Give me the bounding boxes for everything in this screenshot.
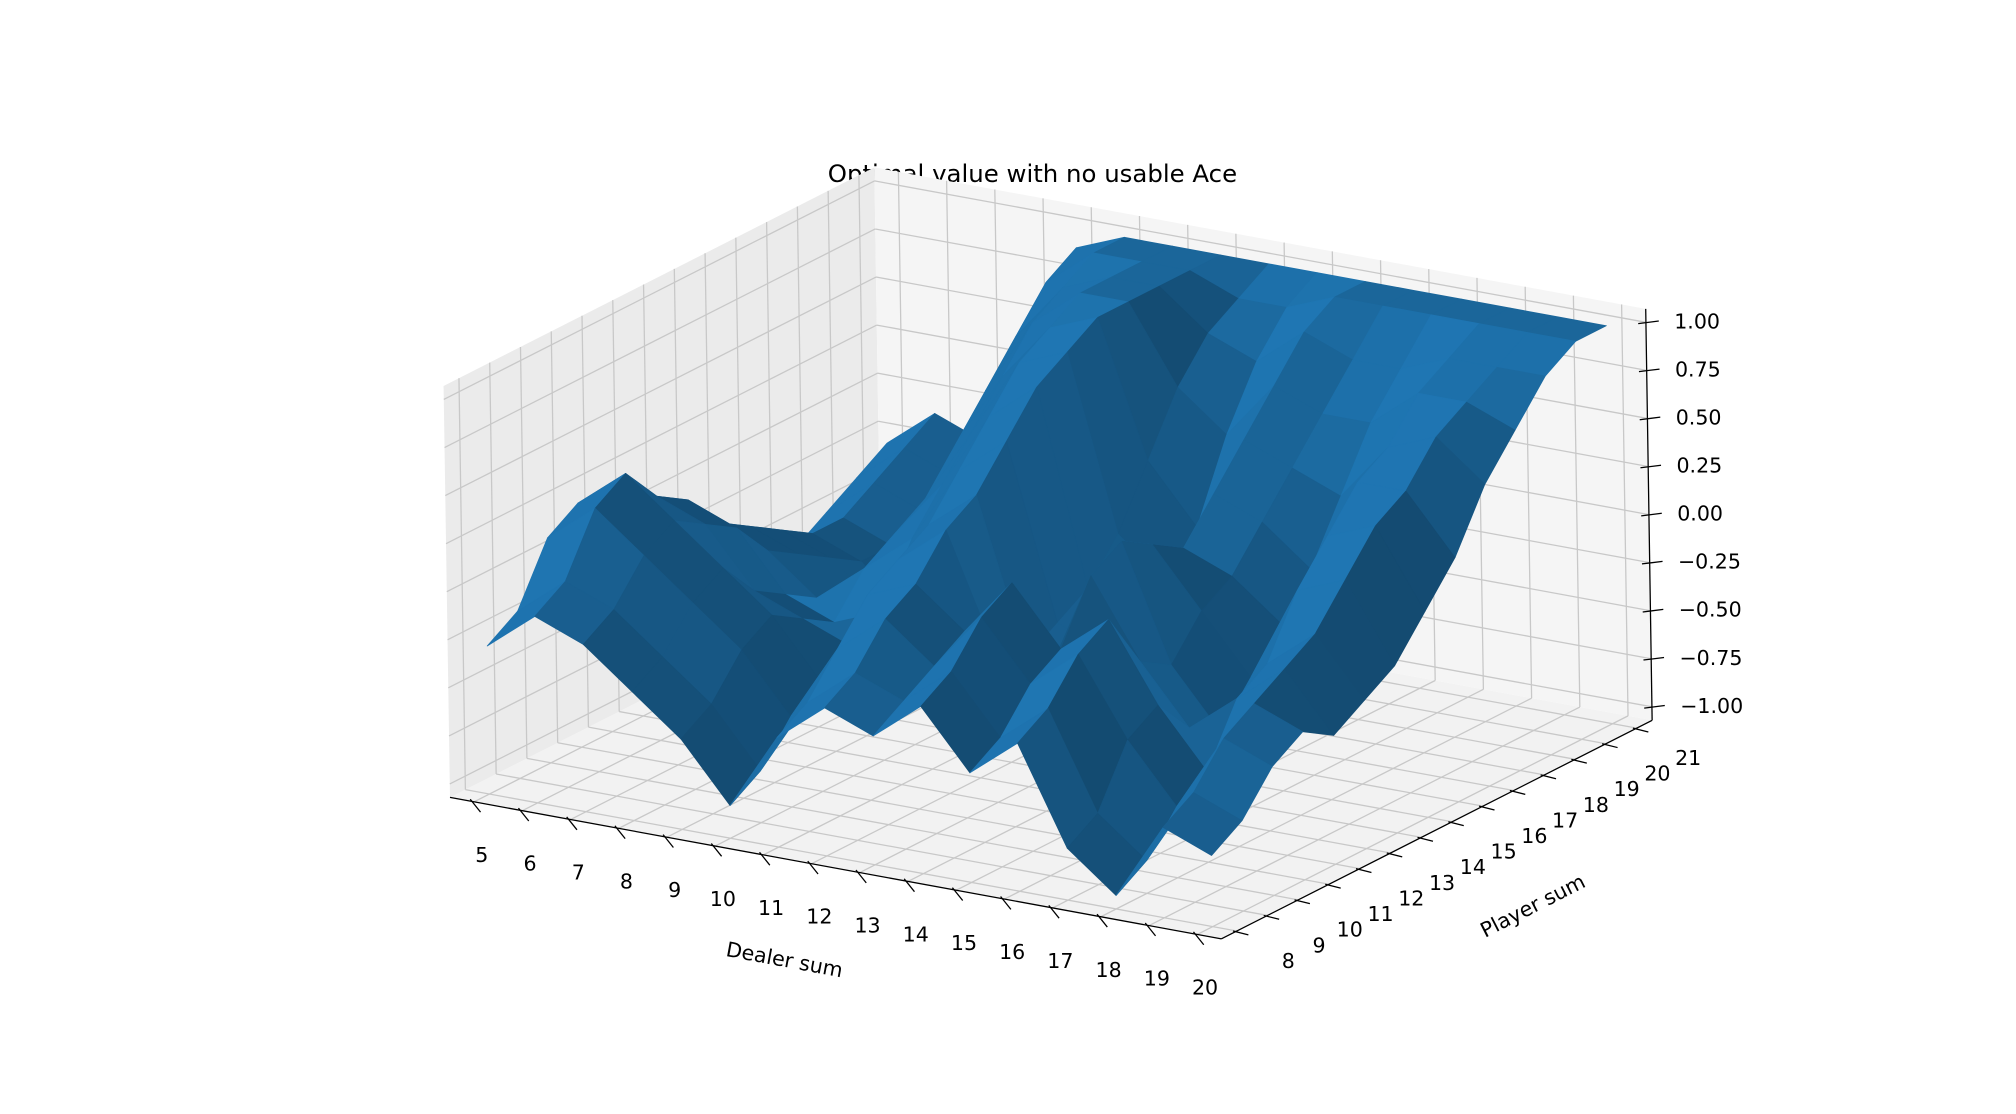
z-tick-label: 0.75 <box>1675 357 1721 381</box>
x-tick-label: 10 <box>710 887 736 911</box>
y-tick-label: 21 <box>1675 746 1701 770</box>
z-tick <box>1639 416 1661 421</box>
y-tick-label: 19 <box>1614 777 1640 801</box>
z-tick <box>1643 656 1665 661</box>
z-tick-label: −1.00 <box>1680 694 1743 718</box>
z-tick-label: −0.50 <box>1679 598 1742 622</box>
axis-line <box>449 796 1222 940</box>
grid-line <box>444 228 876 449</box>
grid-line <box>526 757 1299 901</box>
x-tick-label: 5 <box>475 843 488 867</box>
x-tick-label: 17 <box>1047 949 1073 973</box>
x-tick-label: 12 <box>806 905 832 929</box>
z-tick <box>1638 320 1659 325</box>
y-tick-label: 15 <box>1491 840 1517 864</box>
z-tick-label: 0.00 <box>1677 502 1723 526</box>
y-tick-label: 11 <box>1367 902 1393 926</box>
z-tick-label: −0.25 <box>1678 550 1741 574</box>
grid-line <box>465 788 1237 932</box>
surface-face <box>1162 792 1243 856</box>
grid-line <box>1197 715 1629 936</box>
y-tick-label: 8 <box>1282 949 1295 973</box>
grid-line <box>443 180 875 401</box>
grid-line <box>1100 697 1532 918</box>
axis-line <box>1221 719 1653 940</box>
y-tick-label: 12 <box>1398 886 1424 910</box>
grid-line <box>444 276 877 497</box>
y-tick-label: 18 <box>1583 793 1609 817</box>
x-tick-label: 16 <box>999 940 1025 964</box>
grid-line <box>1148 706 1581 927</box>
grid-line <box>445 324 878 545</box>
z-tick-label: 1.00 <box>1674 309 1720 333</box>
y-tick-label: 9 <box>1312 933 1325 957</box>
y-tick-label: 10 <box>1337 918 1363 942</box>
x-tick-label: 8 <box>620 869 633 893</box>
y-tick-label: 20 <box>1644 762 1670 786</box>
z-tick <box>1640 464 1662 469</box>
x-tick-label: 14 <box>903 922 929 946</box>
x-tick-label: 9 <box>668 878 681 902</box>
x-tick-label: 19 <box>1144 967 1170 991</box>
z-tick <box>1641 512 1662 517</box>
grid-line <box>496 773 1268 917</box>
x-axis-label: Dealer sum <box>724 937 845 982</box>
x-tick-label: 18 <box>1096 958 1122 982</box>
z-tick <box>1644 704 1665 709</box>
z-tick <box>1638 368 1660 373</box>
x-tick-label: 13 <box>854 914 880 938</box>
y-tick-label: 14 <box>1460 855 1486 879</box>
z-tick-label: 0.50 <box>1676 405 1722 429</box>
grid-line <box>446 372 878 593</box>
x-tick-label: 20 <box>1192 975 1218 999</box>
z-tick <box>1641 560 1663 565</box>
x-tick-label: 6 <box>523 852 536 876</box>
y-axis-label: Player sum <box>1476 869 1589 942</box>
grid-line <box>874 180 1647 323</box>
grid-line <box>557 742 1330 885</box>
axis-line <box>1645 308 1653 721</box>
y-tick-label: 16 <box>1521 824 1547 848</box>
x-tick-label: 7 <box>572 861 585 885</box>
z-tick-label: −0.75 <box>1679 646 1742 670</box>
x-tick-label: 15 <box>951 931 977 955</box>
y-tick-label: 17 <box>1552 808 1578 832</box>
z-tick <box>1642 608 1664 613</box>
z-tick-label: 0.25 <box>1676 454 1722 478</box>
y-tick-label: 13 <box>1429 871 1455 895</box>
x-tick-label: 11 <box>758 896 784 920</box>
